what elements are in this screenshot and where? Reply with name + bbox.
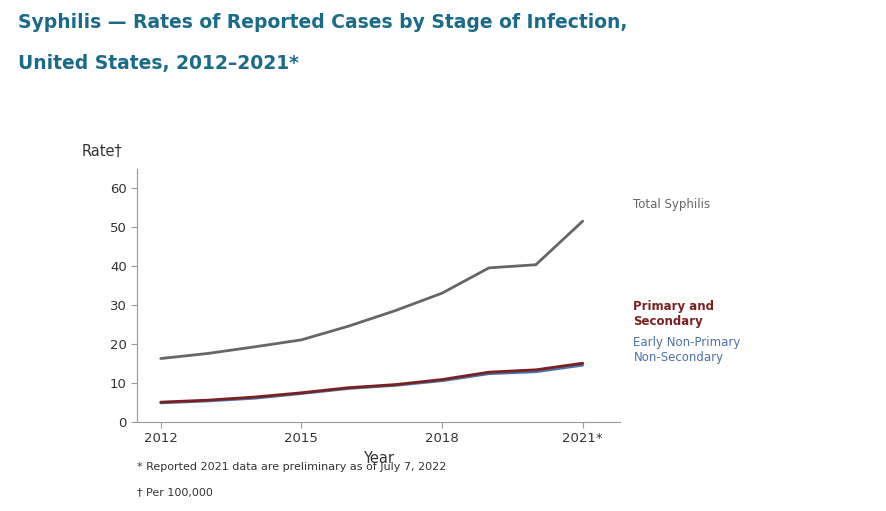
Text: Rate†: Rate† xyxy=(82,144,122,158)
Text: Primary and
Secondary: Primary and Secondary xyxy=(633,300,714,328)
Text: United States, 2012–2021*: United States, 2012–2021* xyxy=(18,54,299,73)
X-axis label: Year: Year xyxy=(363,451,394,466)
Text: * Reported 2021 data are preliminary as of July 7, 2022: * Reported 2021 data are preliminary as … xyxy=(137,462,447,473)
Text: CDC: CDC xyxy=(70,470,94,480)
Text: Syphilis — Rates of Reported Cases by Stage of Infection,: Syphilis — Rates of Reported Cases by St… xyxy=(18,13,627,32)
Text: Total Syphilis: Total Syphilis xyxy=(633,198,711,211)
Text: Early Non-Primary
Non-Secondary: Early Non-Primary Non-Secondary xyxy=(633,336,741,364)
Text: † Per 100,000: † Per 100,000 xyxy=(137,488,214,498)
